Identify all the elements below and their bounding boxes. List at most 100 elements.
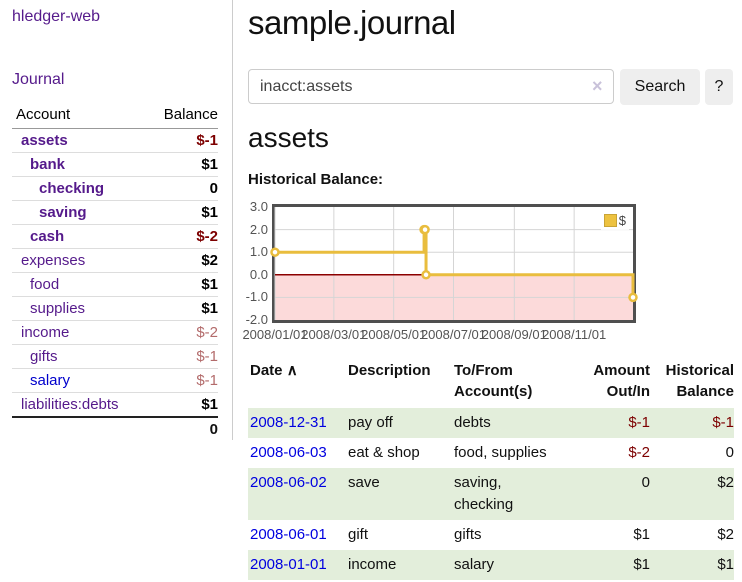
accounts-total-value: 0 — [145, 416, 218, 441]
account-link-liabilities-debts[interactable]: liabilities:debts — [21, 396, 119, 413]
account-link-food[interactable]: food — [30, 276, 60, 293]
transactions-header-balance: Historical Balance — [665, 362, 734, 400]
transaction-row: 2008-01-01 income salary $1 $1 — [248, 550, 734, 580]
account-balance: $-1 — [196, 132, 218, 149]
transaction-balance: 0 — [725, 444, 734, 461]
transaction-row: 2008-06-02 save saving, checking 0 $2 — [248, 468, 734, 520]
transaction-date-link[interactable]: 2008-12-31 — [250, 414, 327, 431]
account-balance: $1 — [145, 272, 218, 297]
account-balance: $1 — [145, 392, 218, 417]
historical-balance-chart: $ 3.0 2.0 1.0 0.0 -1.0 -2.0 2008/01/01 2008/03… — [242, 199, 734, 344]
help-button[interactable]: ? — [705, 69, 733, 105]
x-axis-tick-label: 2008/09/01 — [481, 327, 547, 342]
account-link-supplies[interactable]: supplies — [30, 300, 86, 317]
chart-legend: $ — [600, 211, 629, 230]
y-axis-tick-label: -1.0 — [245, 289, 268, 305]
account-balance: $1 — [145, 296, 218, 321]
transaction-tofrom: gifts — [454, 526, 482, 543]
account-link-checking[interactable]: checking — [39, 180, 105, 197]
account-link-gifts[interactable]: gifts — [30, 348, 58, 365]
transaction-tofrom: food, supplies — [454, 444, 547, 461]
search-input[interactable] — [248, 69, 614, 104]
transactions-header-date[interactable]: Date ∧ — [248, 358, 346, 408]
transaction-date: 2008-06-03 — [248, 438, 346, 468]
y-axis-tick-label: 0.0 — [249, 266, 268, 282]
transaction-description: gift — [348, 526, 369, 543]
account-link-bank[interactable]: bank — [30, 156, 66, 173]
account-row: salary $-1 — [12, 368, 218, 393]
account-row: checking 0 — [12, 176, 218, 201]
search-bar: × Search ? — [248, 69, 734, 105]
account-row: cash $-2 — [12, 224, 218, 249]
x-axis-tick-label: 2008/01/01 — [242, 327, 308, 342]
account-row: gifts $-1 — [12, 344, 218, 369]
transaction-date: 2008-06-01 — [248, 520, 346, 550]
sidebar-item-journal[interactable]: Journal — [12, 71, 65, 88]
account-link-saving[interactable]: saving — [39, 204, 87, 221]
transaction-amount: 0 — [641, 474, 650, 491]
chart-label: Historical Balance: — [248, 171, 384, 188]
account-row: income $-2 — [12, 320, 218, 345]
transaction-tofrom: salary — [454, 556, 495, 573]
y-axis-tick-label: -2.0 — [245, 312, 268, 327]
account-balance: $-2 — [145, 320, 218, 345]
transaction-date-link[interactable]: 2008-01-01 — [250, 556, 327, 573]
clear-search-icon[interactable]: × — [592, 76, 603, 96]
account-link-assets[interactable]: assets — [21, 132, 68, 149]
account-row: assets $-1 — [12, 129, 218, 153]
transaction-balance: $2 — [717, 474, 734, 491]
accounts-table-header: Account Balance — [12, 103, 218, 129]
account-balance: $-1 — [145, 344, 218, 369]
transaction-row: 2008-06-03 eat & shop food, supplies $-2 0 — [248, 438, 734, 468]
transaction-date-link[interactable]: 2008-06-02 — [250, 474, 327, 491]
x-axis-tick-label: 2008/11/01 — [542, 327, 607, 342]
accounts-total-row: 0 — [12, 416, 218, 441]
account-link-expenses[interactable]: expenses — [21, 252, 86, 269]
account-balance: 0 — [145, 176, 218, 201]
account-link-cash[interactable]: cash — [30, 228, 65, 245]
transactions-table: Date ∧ Description To/From Account(s) Am… — [248, 358, 734, 580]
accounts-table: Account Balance assets $-1 bank $1 checking 0… — [12, 103, 218, 441]
account-link-salary[interactable]: salary — [30, 372, 71, 389]
transactions-header-row: Date ∧ Description To/From Account(s) Am… — [248, 358, 734, 408]
transaction-date-link[interactable]: 2008-06-01 — [250, 526, 327, 543]
sidebar: hledger-web Journal Account Balance asse… — [0, 0, 233, 441]
transactions-header-description: Description — [348, 362, 431, 379]
x-axis-tick-label: 2008/03/01 — [301, 327, 367, 342]
main-content: sample.journal × Search ? assets Histori… — [242, 0, 734, 582]
chart-canvas — [270, 207, 638, 320]
date-header-label: Date — [250, 362, 283, 379]
account-row: food $1 — [12, 272, 218, 297]
transaction-row: 2008-06-01 gift gifts $1 $2 — [248, 520, 734, 550]
account-row: liabilities:debts $1 — [12, 392, 218, 417]
transaction-description: eat & shop — [348, 444, 420, 461]
account-row: supplies $1 — [12, 296, 218, 321]
app-title-link[interactable]: hledger-web — [12, 8, 101, 25]
x-axis-tick-label: 2008/05/01 — [361, 327, 427, 342]
transaction-balance: $-1 — [712, 414, 734, 431]
transaction-balance: $2 — [717, 526, 734, 543]
x-axis-tick-label: 2008/07/01 — [420, 327, 487, 342]
chart-plot-area: $ — [270, 204, 638, 323]
search-button[interactable]: Search — [620, 69, 700, 105]
legend-label: $ — [618, 213, 626, 228]
account-row: bank $1 — [12, 152, 218, 177]
accounts-header-account: Account — [12, 103, 146, 129]
transaction-description: income — [348, 556, 397, 573]
transaction-date: 2008-01-01 — [248, 550, 346, 580]
account-balance: $-1 — [145, 368, 218, 393]
transaction-amount: $-2 — [628, 444, 650, 461]
transaction-date-link[interactable]: 2008-06-03 — [250, 444, 327, 461]
transaction-description: pay off — [348, 414, 393, 431]
account-balance: $1 — [145, 200, 218, 225]
account-link-income[interactable]: income — [21, 324, 70, 341]
accounts-header-balance: Balance — [145, 103, 218, 129]
account-row: saving $1 — [12, 200, 218, 225]
account-row: expenses $2 — [12, 248, 218, 273]
transaction-description: save — [348, 474, 380, 491]
transaction-balance: $1 — [717, 556, 734, 573]
transaction-date: 2008-06-02 — [248, 468, 346, 520]
account-balance: $-2 — [145, 224, 218, 249]
y-axis-tick-label: 2.0 — [249, 221, 268, 237]
legend-swatch-icon — [603, 214, 617, 227]
